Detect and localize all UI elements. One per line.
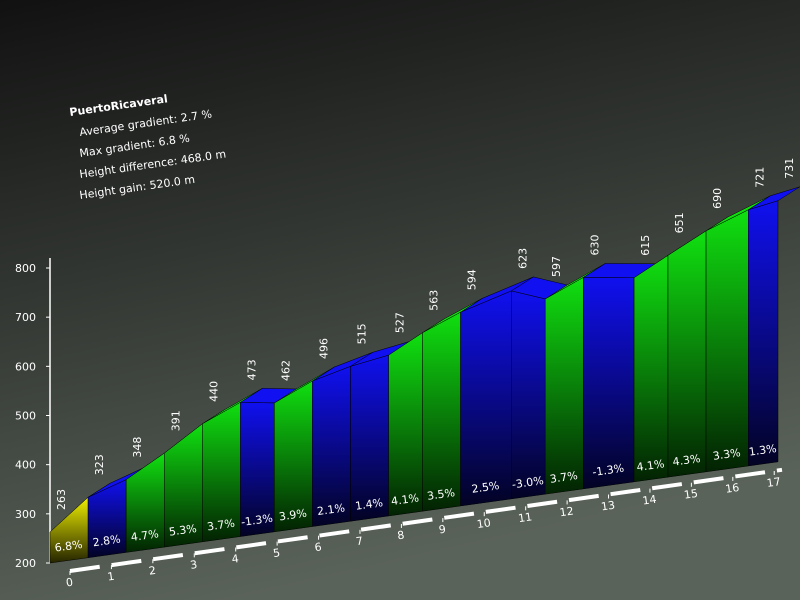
gradient-label: 2.8% bbox=[92, 533, 121, 550]
segment-shade bbox=[667, 230, 707, 478]
gradient-label: 2.5% bbox=[471, 479, 500, 496]
gradient-label: -1.3% bbox=[592, 462, 625, 479]
gradient-label: 4.1% bbox=[636, 457, 665, 474]
y-tick-label: 700 bbox=[15, 311, 36, 324]
segment-shade bbox=[634, 255, 668, 482]
gradient-label: 3.9% bbox=[278, 507, 307, 524]
gradient-label: -3.0% bbox=[511, 474, 544, 491]
height-label: 323 bbox=[93, 454, 106, 475]
height-label: 651 bbox=[673, 212, 686, 233]
gradient-label: 4.3% bbox=[672, 452, 701, 469]
segment-shade bbox=[50, 497, 89, 563]
segment-shade bbox=[88, 479, 127, 558]
height-label: 615 bbox=[639, 235, 652, 256]
segment-shade bbox=[706, 209, 749, 472]
segment-shade bbox=[748, 200, 778, 466]
x-tick-label: 6 bbox=[314, 540, 323, 554]
height-label: 440 bbox=[207, 381, 220, 402]
x-tick-label: 12 bbox=[559, 505, 575, 520]
gradient-label: -1.3% bbox=[240, 512, 273, 529]
x-tick-label: 5 bbox=[272, 546, 281, 560]
gradient-label: 1.4% bbox=[354, 496, 383, 513]
y-tick-label: 200 bbox=[15, 557, 36, 570]
height-label: 690 bbox=[711, 188, 724, 209]
gradient-label: 4.1% bbox=[390, 491, 419, 508]
segment-shade bbox=[545, 277, 584, 495]
x-tick-label: 2 bbox=[148, 564, 157, 578]
height-label: 563 bbox=[427, 290, 440, 311]
y-tick-label: 800 bbox=[15, 262, 36, 275]
x-tick-label: 9 bbox=[438, 523, 447, 537]
x-tick-label: 16 bbox=[724, 481, 740, 496]
height-label: 391 bbox=[169, 410, 182, 431]
height-label: 630 bbox=[588, 234, 601, 255]
gradient-label: 3.3% bbox=[712, 446, 741, 463]
segment-shade bbox=[583, 277, 635, 489]
gradient-label: 2.1% bbox=[316, 501, 345, 518]
segment-shade bbox=[274, 380, 313, 532]
x-tick-label: 14 bbox=[642, 493, 658, 508]
gradient-label: 1.3% bbox=[748, 442, 777, 459]
x-tick-label: 13 bbox=[600, 499, 616, 514]
segment-shade bbox=[388, 332, 423, 516]
gradient-label: 3.7% bbox=[549, 469, 578, 486]
segment-shade bbox=[422, 312, 461, 512]
height-label: 594 bbox=[466, 269, 479, 290]
segment-shade bbox=[202, 402, 241, 542]
gradient-label: 3.7% bbox=[206, 517, 235, 534]
height-label: 721 bbox=[753, 167, 766, 188]
gradient-label: 3.5% bbox=[426, 486, 455, 503]
y-tick-label: 600 bbox=[15, 360, 36, 373]
segment-shade bbox=[240, 402, 275, 537]
x-tick-label: 1 bbox=[107, 570, 116, 584]
y-tick-label: 500 bbox=[15, 410, 36, 423]
height-label: 496 bbox=[317, 338, 330, 359]
x-tick-label: 11 bbox=[517, 510, 533, 525]
gradient-label: 6.8% bbox=[54, 538, 83, 555]
x-tick-label: 3 bbox=[189, 558, 198, 572]
x-tick-label: 8 bbox=[397, 529, 406, 543]
height-label: 731 bbox=[783, 158, 796, 179]
gradient-label: 4.7% bbox=[130, 527, 159, 544]
segment-shade bbox=[511, 290, 546, 499]
x-tick-label: 17 bbox=[766, 475, 782, 490]
x-tick-label: 0 bbox=[65, 576, 74, 590]
y-tick-label: 300 bbox=[15, 508, 36, 521]
height-label: 527 bbox=[394, 312, 407, 333]
x-tick-label: 4 bbox=[231, 552, 240, 566]
gradient-label: 5.3% bbox=[168, 522, 197, 539]
height-label: 462 bbox=[279, 360, 292, 381]
segment-shade bbox=[164, 423, 203, 548]
segment-shade bbox=[126, 453, 165, 553]
height-label: 515 bbox=[356, 323, 369, 344]
segment-shade bbox=[460, 290, 512, 506]
x-tick-label: 15 bbox=[683, 487, 699, 502]
height-label: 623 bbox=[516, 248, 529, 269]
height-label: 597 bbox=[550, 256, 563, 277]
y-tick-label: 400 bbox=[15, 459, 36, 472]
height-label: 263 bbox=[55, 489, 68, 510]
x-axis bbox=[69, 467, 783, 573]
height-label: 348 bbox=[131, 437, 144, 458]
segment-shade bbox=[312, 366, 351, 527]
height-label: 473 bbox=[245, 359, 258, 380]
x-tick-label: 10 bbox=[476, 516, 492, 531]
segment-shade bbox=[350, 355, 389, 522]
x-tick-label: 7 bbox=[355, 534, 364, 548]
